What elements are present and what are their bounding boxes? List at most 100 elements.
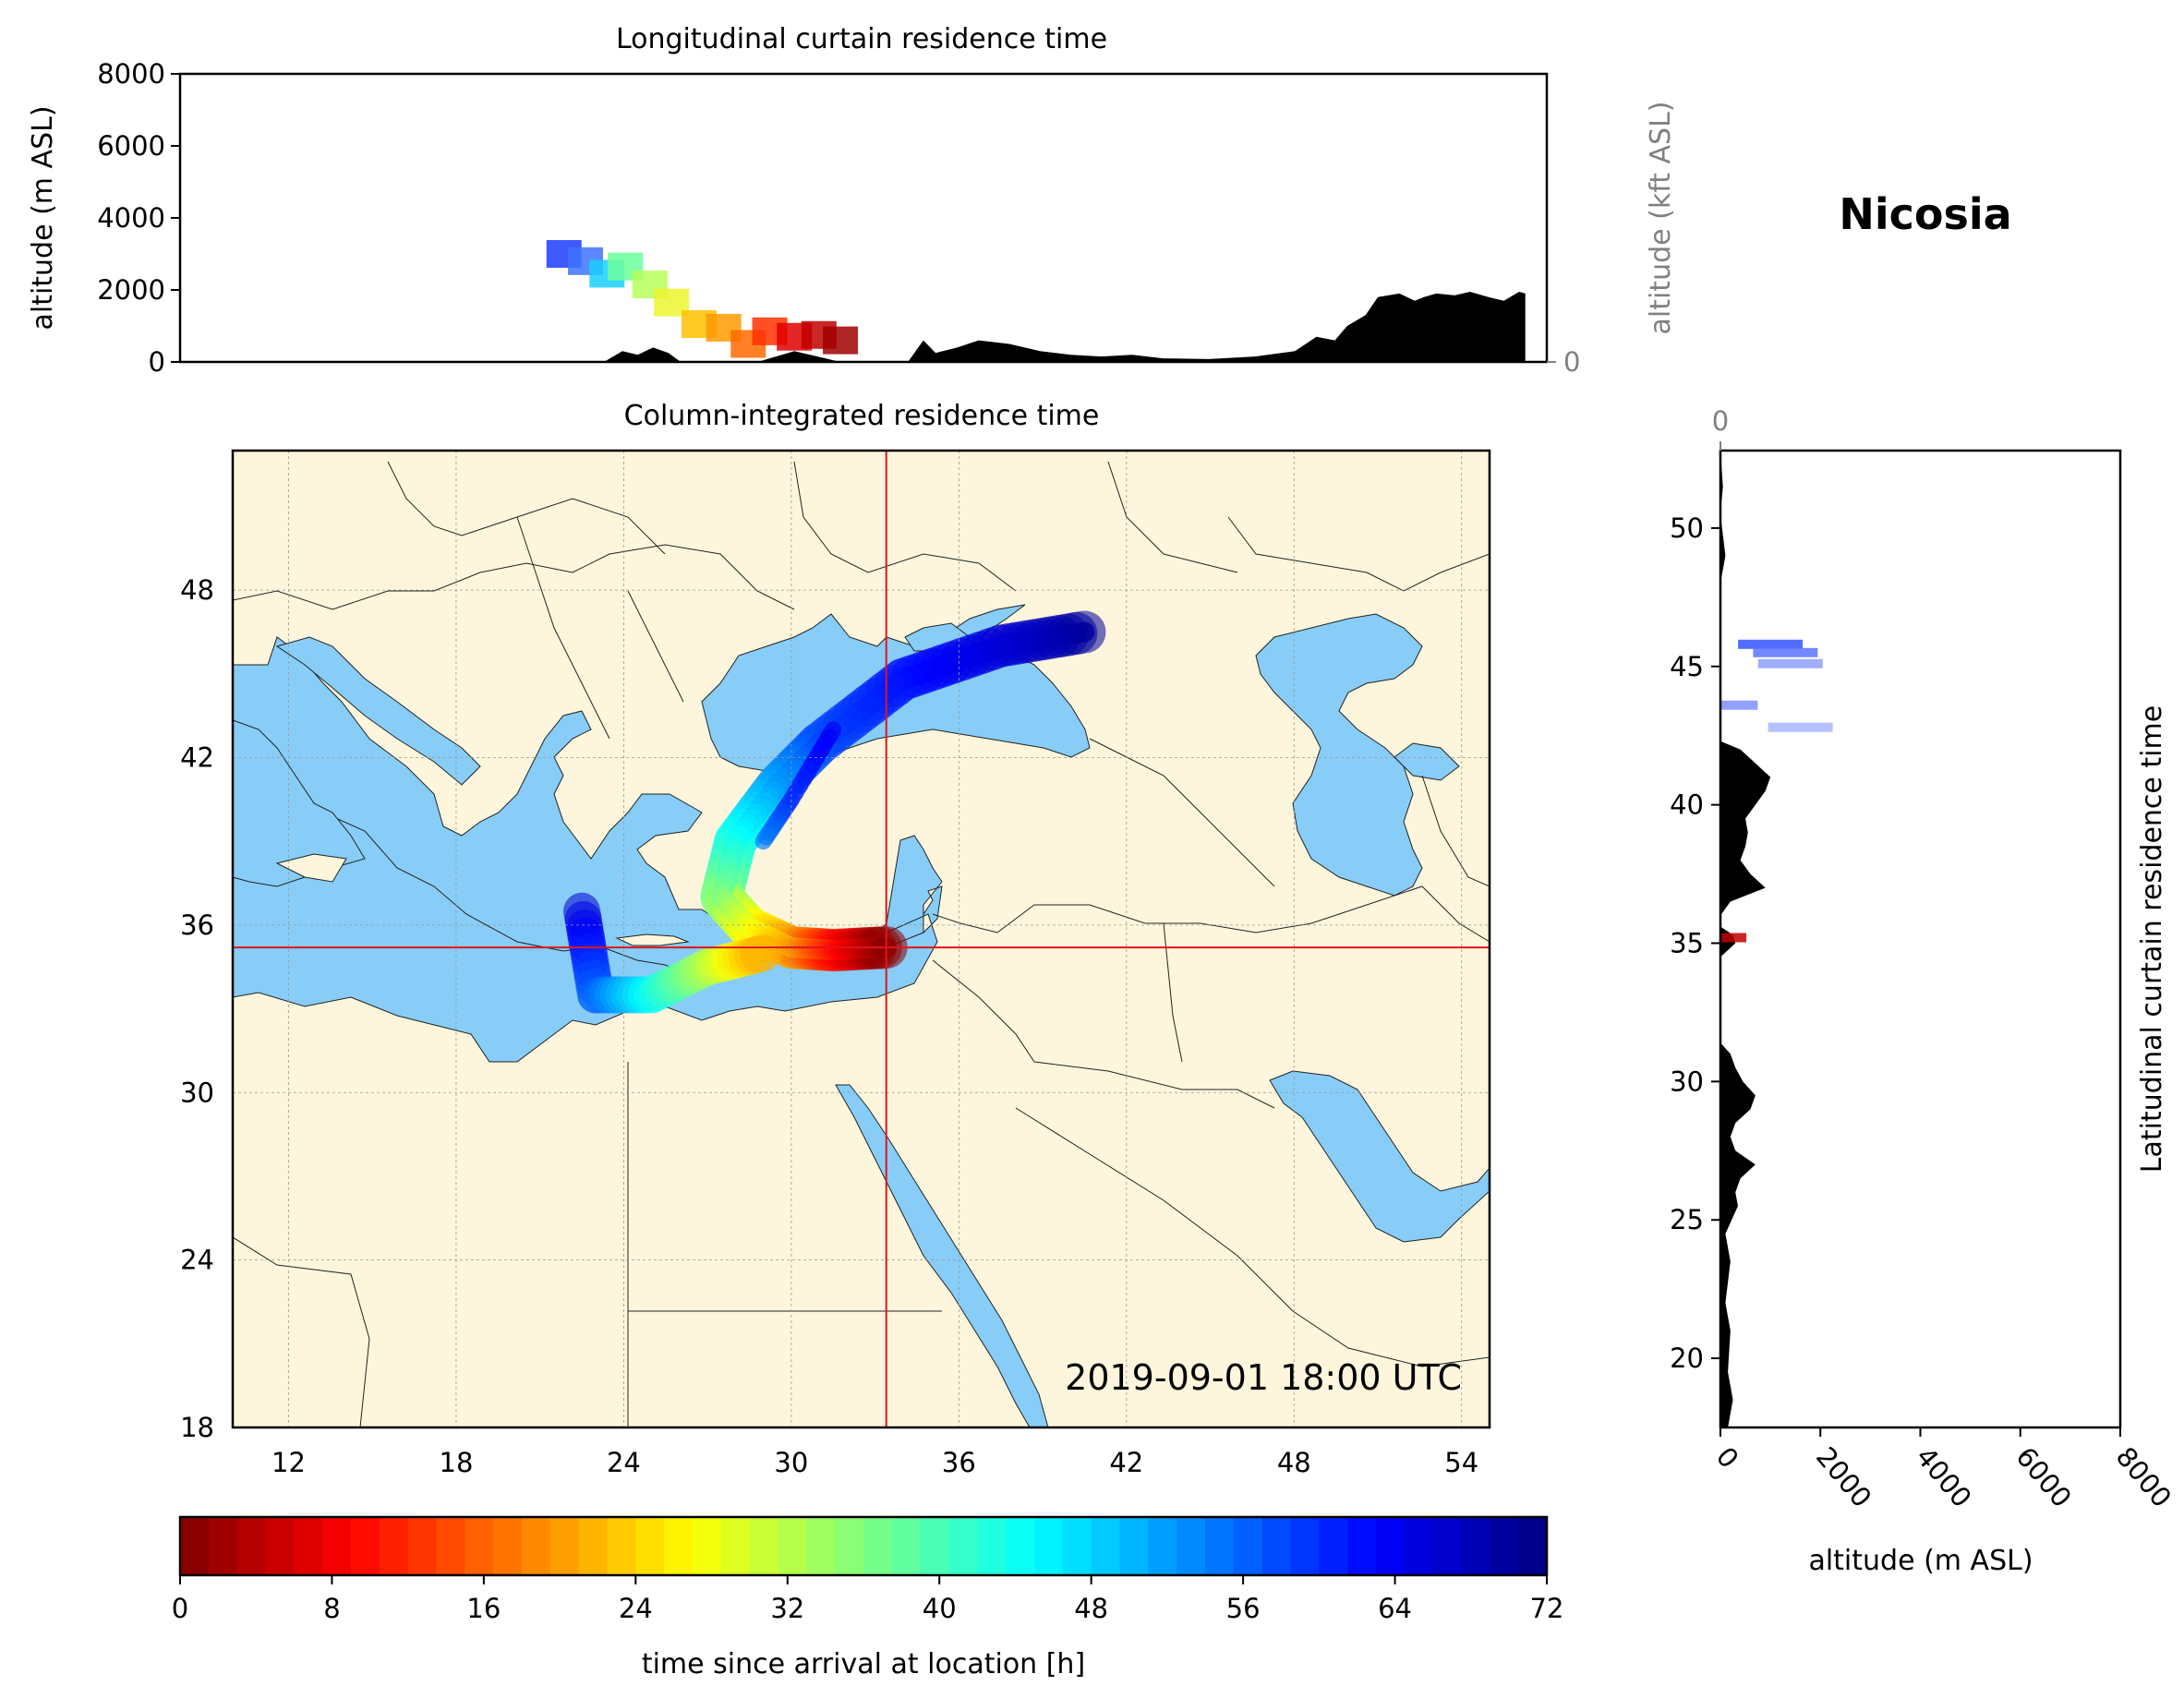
colorbar-band (891, 1517, 922, 1575)
trajectory-plume (563, 610, 1106, 1014)
longitudinal-right-axis: 050100 (1547, 346, 1580, 378)
ytick-label: 50 (1670, 512, 1704, 544)
colorbar-band (635, 1517, 665, 1575)
latitudinal-terrain (1720, 451, 1771, 1427)
colorbar-band (863, 1517, 893, 1575)
colorbar-tick-label: 24 (619, 1593, 653, 1624)
trajectory-segment (739, 934, 782, 973)
colorbar-frame (178, 1515, 1549, 1577)
persian-gulf (1269, 1070, 1490, 1243)
terrain-profile (1720, 451, 1771, 1427)
colorbar-band (1347, 1517, 1377, 1575)
colorbar-tick-label: 0 (172, 1593, 188, 1624)
longitudinal-ylabel: altitude (m ASL) (27, 105, 59, 330)
colorbar-band (1062, 1517, 1092, 1575)
colorbar-band (664, 1517, 694, 1575)
colorbar-band (1319, 1517, 1348, 1575)
colorbar-band (1376, 1517, 1406, 1575)
colorbar-band (1006, 1517, 1035, 1575)
colorbar-band (265, 1517, 295, 1575)
colorbar-label: time since arrival at location [h] (642, 1648, 1085, 1680)
colorbar-band (948, 1517, 978, 1575)
longitudinal-frame (178, 72, 1549, 364)
lon-tick-label: 48 (1277, 1447, 1311, 1478)
caspian-sea (1255, 613, 1423, 897)
colorbar-band (578, 1517, 608, 1575)
colorbar-band (1034, 1517, 1064, 1575)
colorbar-band (549, 1517, 580, 1575)
plume-cell (1768, 722, 1833, 732)
lon-tick-label: 54 (1444, 1447, 1478, 1478)
map-graticule (233, 451, 1490, 1427)
lat-tick-label: 24 (180, 1245, 214, 1276)
colorbar-band (493, 1517, 523, 1575)
latitudinal-altitude-axis: 0 2000 4000 6000 8000 (1710, 1427, 2178, 1513)
ytick-label: 40 (1670, 789, 1704, 821)
ytick-label: 2000 (97, 274, 165, 306)
colorbar-band (208, 1517, 238, 1575)
red-sea (835, 1084, 1049, 1427)
latitudinal-lat-axis: 20 25 30 35 40 45 50 (1670, 512, 1720, 1374)
colorbar-ticks: 0 8 16 24 32 40 48 56 64 72 (172, 1575, 1563, 1624)
longitudinal-terrain (603, 291, 1526, 362)
trajectory-segment (754, 828, 775, 850)
map-panel: Column-integrated residence time (180, 400, 1491, 1478)
ytick-label: 4000 (97, 202, 165, 234)
terrain-profile (603, 291, 1526, 362)
lon-tick-label: 42 (1109, 1447, 1143, 1478)
colorbar-band (1176, 1517, 1206, 1575)
arrival-crosshair (233, 451, 1490, 1427)
latitudinal-plume (1720, 639, 1833, 943)
latitudinal-kft-axis: 050100 (1712, 405, 1729, 451)
ytick-label: 45 (1670, 651, 1704, 682)
colorbar-bands (180, 1517, 1548, 1575)
colorbar-tick-label: 56 (1226, 1593, 1261, 1624)
colorbar-tick-label: 40 (923, 1593, 957, 1624)
colorbar-band (407, 1517, 437, 1575)
colorbar-band (1119, 1517, 1149, 1575)
lon-tick-label: 30 (774, 1447, 808, 1478)
colorbar-band (1205, 1517, 1235, 1575)
latitudinal-title: Latitudinal curtain residence time (2136, 705, 2168, 1173)
colorbar-band (379, 1517, 409, 1575)
lat-tick-label: 42 (180, 742, 214, 774)
plume-cell (823, 326, 859, 355)
ytick-label: 20 (1670, 1343, 1704, 1374)
adriatic-sea (275, 636, 481, 786)
lon-tick-label: 36 (942, 1447, 976, 1478)
colorbar-tick-label: 16 (466, 1593, 501, 1624)
colorbar-band (607, 1517, 636, 1575)
ytick-label: 6000 (97, 130, 165, 162)
map-frame (231, 449, 1491, 1429)
sicily (275, 853, 347, 883)
map-title: Column-integrated residence time (624, 400, 1100, 432)
colorbar-band (1432, 1517, 1462, 1575)
lat-tick-label: 30 (180, 1077, 214, 1108)
colorbar-band (1261, 1517, 1291, 1575)
ytick-right-label: 0 (1563, 346, 1580, 378)
station-name: Nicosia (1839, 189, 2011, 239)
colorbar-band (920, 1517, 949, 1575)
lat-tick-label: 36 (180, 909, 214, 941)
colorbar-band (1148, 1517, 1177, 1575)
plume-cell (1738, 639, 1804, 649)
longitudinal-curtain-panel: Longitudinal curtain residence time 0 200… (27, 23, 1677, 378)
colorbar-band (806, 1517, 836, 1575)
xtick-label: 4000 (1910, 1441, 1977, 1513)
colorbar-band (693, 1517, 722, 1575)
colorbar-band (720, 1517, 751, 1575)
colorbar-tick-label: 8 (323, 1593, 340, 1624)
colorbar-band (1461, 1517, 1490, 1575)
colorbar-tick-label: 64 (1378, 1593, 1412, 1624)
colorbar-band (1404, 1517, 1434, 1575)
ytick-label: 35 (1670, 927, 1704, 958)
ytick-label: 0 (149, 346, 165, 378)
ytick-label: 25 (1670, 1204, 1704, 1235)
lon-tick-label: 12 (271, 1447, 306, 1478)
xtick-label: 0 (1710, 1441, 1745, 1475)
ytick-label: 30 (1670, 1066, 1704, 1097)
plume-cell (1720, 933, 1747, 943)
map-latitude-ticks: 18 24 30 36 42 48 (180, 574, 214, 1443)
